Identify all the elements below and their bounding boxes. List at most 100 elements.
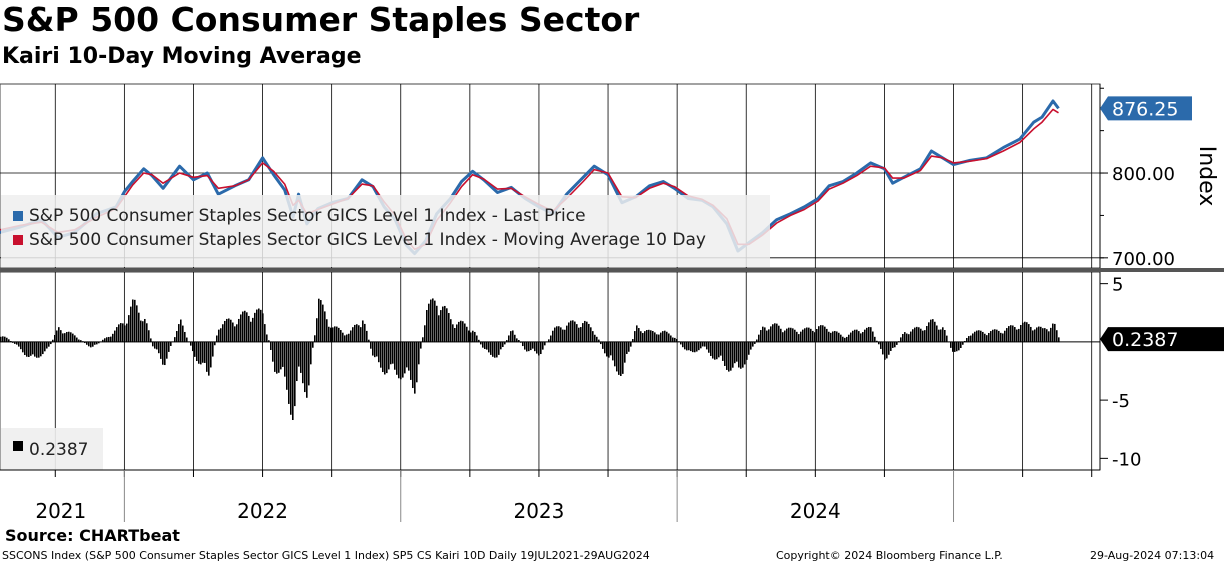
kairi-bar-263 <box>526 341 528 352</box>
kairi-bar-241 <box>482 341 484 348</box>
kairi-bar-343 <box>686 341 688 351</box>
kairi-bar-314 <box>628 341 630 352</box>
kairi-bar-155 <box>310 341 312 365</box>
kairi-bar-236 <box>472 330 474 343</box>
kairi-bar-85 <box>170 341 172 346</box>
kairi-bar-260 <box>520 341 522 343</box>
kairi-bar-434 <box>868 326 870 343</box>
kairi-bar-500 <box>1000 332 1002 343</box>
kairi-bar-497 <box>994 329 996 343</box>
kairi-bar-58 <box>116 327 118 343</box>
kairi-bar-284 <box>568 322 570 343</box>
kairi-bar-458 <box>916 326 918 343</box>
kairi-bar-209 <box>418 341 420 365</box>
kairi-bar-498 <box>996 329 998 343</box>
kairi-bar-35 <box>70 332 72 343</box>
kairi-bar-159 <box>318 298 320 343</box>
kairi-bar-148 <box>296 341 298 382</box>
price-tick-label-1: 700.00 <box>1112 249 1175 270</box>
kairi-bar-523 <box>1046 329 1048 343</box>
kairi-bar-257 <box>514 334 516 343</box>
kairi-bar-221 <box>442 306 444 343</box>
kairi-bar-243 <box>486 341 488 350</box>
kairi-bar-273 <box>546 341 548 343</box>
last-price-tag <box>1100 96 1192 121</box>
kairi-bar-465 <box>930 319 932 343</box>
kairi-bar-75 <box>150 338 152 343</box>
kairi-bar-19 <box>38 341 40 358</box>
kairi-bar-40 <box>80 340 82 343</box>
kairi-bar-408 <box>816 328 818 343</box>
kairi-bar-280 <box>560 327 562 343</box>
kairi-bar-34 <box>68 331 70 343</box>
kairi-bar-52 <box>104 338 106 343</box>
kairi-bar-36 <box>72 333 74 343</box>
kairi-bar-262 <box>524 341 526 350</box>
kairi-bar-59 <box>118 324 120 343</box>
kairi-bar-228 <box>456 324 458 343</box>
kairi-bar-359 <box>718 341 720 358</box>
kairi-bar-240 <box>480 341 482 345</box>
kairi-bar-477 <box>954 341 956 352</box>
kairi-bar-120 <box>240 314 242 343</box>
kairi-bar-496 <box>992 329 994 343</box>
kairi-bar-470 <box>940 329 942 343</box>
kairi-bar-411 <box>822 325 824 343</box>
kairi-bar-443 <box>886 341 888 359</box>
kairi-bar-122 <box>244 310 246 343</box>
kairi-bar-334 <box>668 333 670 343</box>
kairi-bar-133 <box>266 334 268 343</box>
kairi-bar-503 <box>1006 328 1008 343</box>
kairi-bar-216 <box>432 298 434 343</box>
kairi-bar-234 <box>468 330 470 343</box>
kairi-bar-220 <box>440 310 442 343</box>
kairi-bar-199 <box>398 341 400 379</box>
kairi-bar-395 <box>790 327 792 343</box>
kairi-bar-400 <box>800 331 802 343</box>
kairi-bar-383 <box>766 330 768 343</box>
kairi-bar-139 <box>278 341 280 373</box>
kairi-bar-487 <box>974 331 976 343</box>
kairi-bar-32 <box>64 333 66 343</box>
kairi-bar-312 <box>624 341 626 363</box>
kairi-bar-264 <box>528 341 530 352</box>
kairi-bar-206 <box>412 341 414 389</box>
kairi-bar-176 <box>352 327 354 343</box>
kairi-bar-330 <box>660 332 662 343</box>
kairi-bar-452 <box>904 332 906 343</box>
kairi-bar-180 <box>360 327 362 343</box>
kairi-bar-198 <box>396 341 398 375</box>
last-price-tag-label: 876.25 <box>1112 98 1178 120</box>
kairi-bar-404 <box>808 327 810 343</box>
kairi-bar-323 <box>646 330 648 343</box>
kairi-bars <box>0 298 1060 421</box>
kairi-bar-202 <box>404 341 406 374</box>
kairi-bar-353 <box>706 341 708 350</box>
kairi-bar-490 <box>980 330 982 343</box>
kairi-tick-label-2: -5 <box>1112 391 1130 412</box>
kairi-bar-340 <box>680 341 682 345</box>
kairi-bar-483 <box>966 337 968 343</box>
kairi-bar-14 <box>28 341 30 357</box>
kairi-bar-329 <box>658 334 660 343</box>
kairi-bar-478 <box>956 341 958 352</box>
kairi-bar-255 <box>510 331 512 343</box>
kairi-bar-424 <box>848 334 850 343</box>
kairi-bar-214 <box>428 303 430 343</box>
kairi-bar-70 <box>140 320 142 343</box>
kairi-bar-293 <box>586 321 588 343</box>
kairi-bar-322 <box>644 331 646 343</box>
kairi-bar-321 <box>642 333 644 343</box>
kairi-bar-174 <box>348 333 350 343</box>
kairi-bar-464 <box>928 322 930 343</box>
kairi-bar-286 <box>572 320 574 343</box>
kairi-bar-87 <box>174 337 176 343</box>
kairi-bar-76 <box>152 341 154 347</box>
kairi-bar-390 <box>780 328 782 343</box>
kairi-bar-467 <box>934 321 936 343</box>
kairi-bar-210 <box>420 341 422 349</box>
kairi-bar-47 <box>94 341 96 345</box>
kairi-bar-94 <box>188 341 190 343</box>
kairi-bar-494 <box>988 332 990 343</box>
